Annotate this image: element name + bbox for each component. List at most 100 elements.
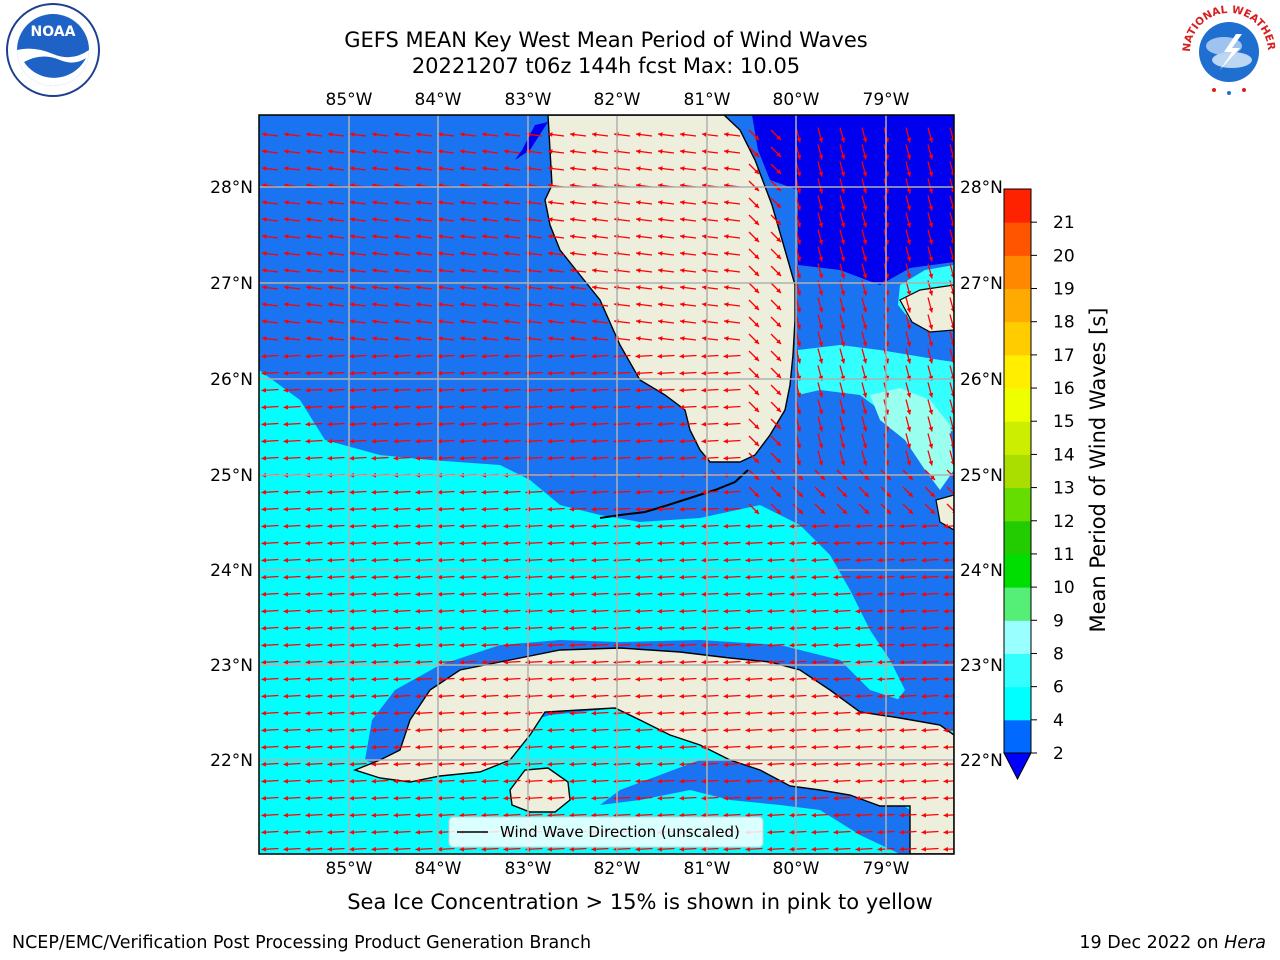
wave-direction-arrow bbox=[547, 302, 565, 307]
wave-direction-arrow bbox=[371, 404, 389, 410]
wave-direction-arrow bbox=[283, 234, 301, 239]
wave-direction-arrow bbox=[789, 557, 807, 563]
wave-direction-arrow bbox=[657, 778, 675, 784]
wave-direction-arrow bbox=[745, 608, 763, 614]
wave-direction-arrow bbox=[679, 642, 697, 648]
wave-direction-arrow bbox=[371, 693, 389, 699]
wave-direction-arrow bbox=[327, 523, 345, 529]
wave-direction-arrow bbox=[415, 625, 433, 631]
wave-direction-arrow bbox=[723, 234, 741, 239]
wave-direction-arrow bbox=[817, 263, 824, 279]
wave-direction-arrow bbox=[748, 197, 760, 209]
wave-direction-arrow bbox=[789, 693, 807, 699]
wave-direction-arrow bbox=[657, 506, 675, 512]
wave-direction-arrow bbox=[839, 331, 846, 347]
wave-direction-arrow bbox=[481, 625, 499, 631]
wave-direction-arrow bbox=[503, 591, 521, 597]
wave-direction-arrow bbox=[817, 382, 824, 398]
wave-direction-arrow bbox=[657, 421, 675, 427]
wave-direction-arrow bbox=[927, 331, 934, 347]
wave-direction-arrow bbox=[393, 132, 411, 137]
wave-direction-arrow bbox=[393, 285, 411, 290]
wave-direction-arrow bbox=[927, 348, 934, 364]
wave-direction-arrow bbox=[770, 452, 782, 464]
wave-direction-arrow bbox=[679, 761, 697, 767]
wave-direction-arrow bbox=[657, 557, 675, 563]
wave-direction-arrow bbox=[415, 523, 433, 529]
wave-direction-arrow bbox=[393, 234, 411, 239]
wave-direction-arrow bbox=[569, 234, 587, 239]
wave-direction-arrow bbox=[861, 195, 868, 211]
wave-direction-arrow bbox=[327, 540, 345, 546]
wave-direction-arrow bbox=[327, 846, 345, 852]
lon-label-top: 81°W bbox=[684, 90, 731, 110]
wave-direction-arrow bbox=[305, 761, 323, 767]
wave-direction-arrow bbox=[393, 353, 411, 359]
lon-label-top: 85°W bbox=[326, 90, 373, 110]
wave-direction-arrow bbox=[481, 540, 499, 546]
wave-direction-arrow bbox=[591, 795, 609, 801]
wave-direction-arrow bbox=[789, 846, 807, 852]
wave-direction-arrow bbox=[547, 387, 565, 393]
wave-direction-arrow bbox=[927, 161, 934, 177]
wave-direction-arrow bbox=[569, 795, 587, 801]
wave-direction-arrow bbox=[261, 642, 279, 648]
wave-direction-arrow bbox=[327, 353, 345, 359]
wave-direction-arrow bbox=[767, 557, 785, 563]
wave-direction-arrow bbox=[261, 761, 279, 767]
wave-direction-arrow bbox=[591, 676, 609, 682]
wave-direction-arrow bbox=[921, 608, 939, 614]
wave-direction-arrow bbox=[349, 727, 367, 733]
wave-direction-arrow bbox=[569, 625, 587, 631]
lat-lon-grid bbox=[259, 115, 954, 854]
wave-direction-arrow bbox=[770, 163, 782, 175]
wave-direction-arrow bbox=[305, 523, 323, 529]
wave-direction-arrow bbox=[393, 489, 411, 495]
wave-direction-arrow bbox=[283, 523, 301, 529]
wave-direction-arrow bbox=[547, 744, 565, 750]
wave-direction-arrow bbox=[437, 404, 455, 410]
wave-direction-arrow bbox=[481, 778, 499, 784]
wave-direction-arrow bbox=[745, 523, 763, 529]
wave-direction-arrow bbox=[371, 795, 389, 801]
wave-direction-arrow bbox=[723, 132, 741, 137]
wave-direction-arrow bbox=[927, 263, 934, 279]
wave-direction-arrow bbox=[415, 693, 433, 699]
colorbar-segment bbox=[1004, 454, 1031, 489]
wave-direction-arrow bbox=[283, 778, 301, 784]
wave-direction-arrow bbox=[503, 455, 521, 461]
colorbar-segment bbox=[1004, 620, 1031, 654]
wave-direction-arrow bbox=[899, 778, 917, 784]
wave-direction-arrow bbox=[679, 625, 697, 631]
wave-direction-arrow bbox=[305, 234, 323, 239]
wave-direction-arrow bbox=[437, 421, 455, 427]
wave-direction-arrow bbox=[459, 846, 477, 852]
wave-direction-arrow bbox=[459, 506, 477, 512]
wave-direction-arrow bbox=[723, 387, 741, 393]
wave-direction-arrow bbox=[745, 761, 763, 767]
wave-direction-arrow bbox=[569, 812, 587, 818]
wave-direction-arrow bbox=[349, 812, 367, 818]
wave-direction-arrow bbox=[415, 795, 433, 801]
wave-direction-arrow bbox=[921, 591, 939, 597]
wave-direction-arrow bbox=[635, 659, 653, 665]
wave-direction-arrow bbox=[569, 421, 587, 427]
wave-direction-arrow bbox=[657, 370, 675, 376]
wave-direction-arrow bbox=[943, 540, 954, 546]
wave-direction-arrow bbox=[701, 353, 719, 359]
wave-direction-arrow bbox=[817, 229, 824, 245]
wave-direction-arrow bbox=[817, 212, 824, 228]
lat-label-left: 26°N bbox=[210, 370, 253, 390]
wave-direction-arrow bbox=[701, 608, 719, 614]
wave-direction-arrow bbox=[591, 659, 609, 665]
wave-direction-arrow bbox=[591, 693, 609, 699]
wave-direction-arrow bbox=[767, 625, 785, 631]
wave-direction-arrow bbox=[547, 251, 565, 256]
wave-direction-arrow bbox=[789, 608, 807, 614]
wave-direction-arrow bbox=[701, 387, 719, 393]
wave-direction-arrow bbox=[657, 574, 675, 580]
wave-direction-arrow bbox=[943, 574, 954, 580]
wave-direction-arrow bbox=[723, 795, 741, 801]
wave-direction-arrow bbox=[283, 829, 301, 835]
wave-direction-arrow bbox=[437, 591, 455, 597]
